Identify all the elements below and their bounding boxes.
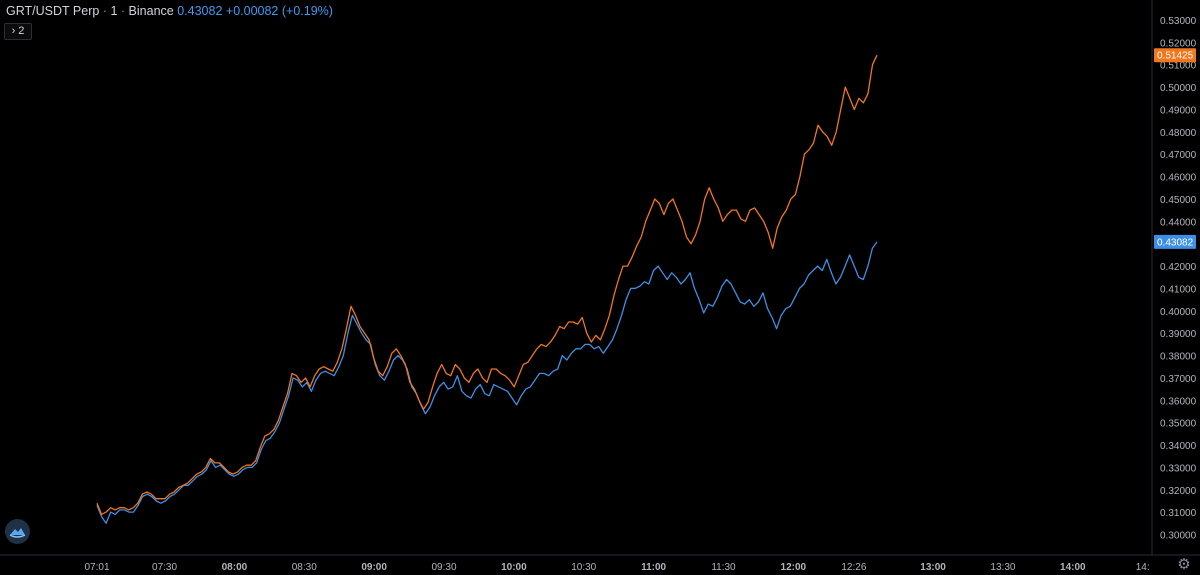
last-price-badge [1154, 48, 1196, 63]
series-line[interactable] [96, 241, 878, 524]
price-axis-tick-label: 0.32000 [1160, 486, 1197, 497]
last-price-badge [1154, 234, 1196, 249]
legend-interval[interactable]: 1 [110, 4, 118, 18]
price-axis-tick-label: 0.47000 [1160, 150, 1197, 161]
time-axis-tick-label: 12:26 [841, 562, 866, 573]
legend-symbol[interactable]: GRT/USDT Perp [6, 4, 100, 18]
last-price-label: 0.51425 [1157, 51, 1194, 62]
price-axis-tick-label: 0.51000 [1160, 61, 1197, 72]
last-price-label: 0.43082 [1157, 237, 1194, 248]
price-axis-tick-label: 0.44000 [1160, 217, 1197, 228]
time-axis-tick-label: 11:00 [641, 562, 666, 573]
legend-exchange: Binance [128, 4, 174, 18]
legend-change-percent: (+0.19%) [281, 4, 333, 18]
price-axis-tick-label: 0.37000 [1160, 374, 1197, 385]
time-axis-tick-label: 07:30 [152, 562, 177, 573]
time-axis-tick-label: 14: [1136, 562, 1150, 573]
price-axis-tick-label: 0.39000 [1160, 329, 1197, 340]
legend-last-price: 0.43082 [177, 4, 223, 18]
mountain-logo-icon [9, 528, 26, 538]
price-axis-tick-label: 0.41000 [1160, 284, 1197, 295]
time-axis-tick-label: 09:00 [361, 562, 387, 573]
logo[interactable] [5, 519, 30, 544]
price-axis-tick-label: 0.53000 [1160, 16, 1197, 27]
price-axis-tick-label: 0.34000 [1160, 441, 1197, 452]
time-axis-tick-label: 11:30 [711, 562, 736, 573]
price-axis-tick-label: 0.49000 [1160, 105, 1197, 116]
price-axis-tick-label: 0.52000 [1160, 38, 1197, 49]
price-axis-tick-label: 0.36000 [1160, 396, 1197, 407]
collapse-count: 2 [18, 25, 25, 37]
price-axis-tick-label: 0.50000 [1160, 83, 1197, 94]
time-axis-tick-label: 13:00 [920, 562, 946, 573]
price-axis-tick-label: 0.40000 [1160, 307, 1197, 318]
price-axis-tick-label: 0.48000 [1160, 128, 1197, 139]
price-axis-tick-label: 0.42000 [1160, 262, 1197, 273]
time-axis-tick-label: 07:01 [84, 562, 109, 573]
time-axis-tick-label: 08:00 [222, 562, 248, 573]
series-line[interactable] [96, 54, 878, 516]
time-axis-tick-label: 13:30 [990, 562, 1015, 573]
time-axis-tick-label: 12:00 [781, 562, 807, 573]
legend-change: +0.00082 [225, 4, 279, 18]
time-axis-tick-label: 09:30 [431, 562, 456, 573]
price-axis-tick-label: 0.30000 [1160, 531, 1197, 542]
price-axis-tick-label: 0.31000 [1160, 508, 1197, 519]
price-axis-tick-label: 0.35000 [1160, 419, 1197, 430]
legend-separator: · [102, 4, 107, 18]
series-legend: GRT/USDT Perp · 1 · Binance 0.43082 +0.0… [6, 4, 333, 18]
price-axis-tick-label: 0.38000 [1160, 352, 1197, 363]
time-axis-tick-label: 08:30 [292, 562, 317, 573]
price-axis-tick-label: 0.33000 [1160, 463, 1197, 474]
chevron-right-icon: › [11, 25, 16, 37]
price-axis-tick-label: 0.45000 [1160, 195, 1197, 206]
time-axis-tick-label: 10:00 [501, 562, 527, 573]
time-axis-tick-label: 14:00 [1060, 562, 1086, 573]
gear-icon[interactable]: ⚙ [1177, 556, 1191, 573]
price-axis-tick-label: 0.46000 [1160, 173, 1197, 184]
legend-separator: · [120, 4, 126, 18]
legend-collapse-button[interactable]: › 2 [4, 23, 32, 40]
time-axis-tick-label: 10:30 [571, 562, 596, 573]
